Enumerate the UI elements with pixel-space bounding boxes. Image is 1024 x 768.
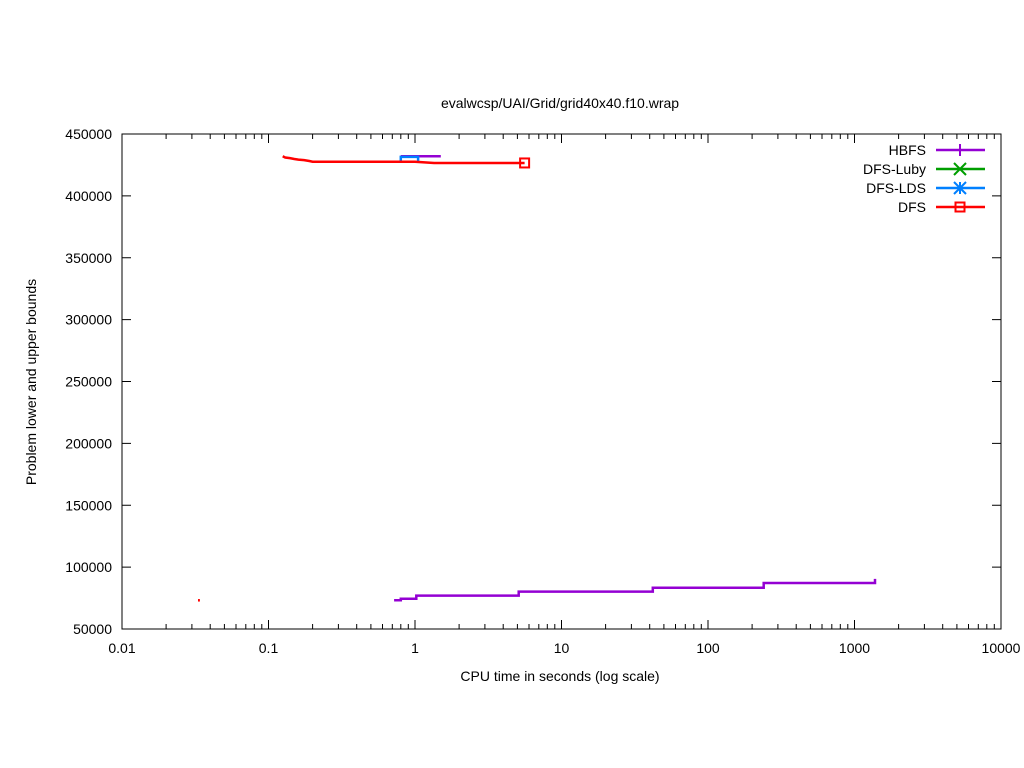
series-line-hbfs bbox=[394, 578, 877, 602]
legend: HBFS DFS-Luby DFS-LDS DFS bbox=[863, 142, 985, 215]
y-tick-label: 100000 bbox=[65, 559, 112, 575]
legend-label-dfs-lds: DFS-LDS bbox=[866, 180, 926, 196]
plot-area bbox=[198, 155, 877, 602]
marker-stroke bbox=[953, 181, 967, 195]
x-tick-label: 10 bbox=[554, 640, 570, 656]
legend-marker-dfs-luby bbox=[953, 162, 967, 176]
x-tick-label: 10000 bbox=[982, 640, 1021, 656]
x-tick-label: 0.01 bbox=[108, 640, 135, 656]
y-tick-label: 250000 bbox=[65, 374, 112, 390]
x-tick-label: 0.1 bbox=[259, 640, 279, 656]
legend-label-dfs-luby: DFS-Luby bbox=[863, 161, 926, 177]
legend-label-hbfs: HBFS bbox=[889, 142, 926, 158]
y-axis-label: Problem lower and upper bounds bbox=[23, 279, 39, 485]
legend-marker-hbfs bbox=[954, 144, 966, 156]
series-end-marker-dfs bbox=[519, 157, 531, 169]
y-axis: 50000 100000 150000 200000 250000 300000 35000… bbox=[65, 126, 1001, 637]
y-tick-label: 300000 bbox=[65, 312, 112, 328]
x-tick-label: 100 bbox=[696, 640, 720, 656]
x-tick-label: 1000 bbox=[839, 640, 870, 656]
y-tick-label: 150000 bbox=[65, 497, 112, 513]
y-tick-label: 450000 bbox=[65, 126, 112, 142]
marker-stroke bbox=[519, 157, 531, 169]
y-tick-label: 400000 bbox=[65, 188, 112, 204]
chart-title: evalwcsp/UAI/Grid/grid40x40.f10.wrap bbox=[441, 95, 679, 111]
y-tick-label: 200000 bbox=[65, 435, 112, 451]
series-line-dfs-lds bbox=[399, 155, 420, 163]
legend-marker-dfs bbox=[954, 201, 966, 213]
x-axis-label: CPU time in seconds (log scale) bbox=[460, 668, 659, 684]
legend-label-dfs: DFS bbox=[898, 199, 926, 215]
legend-marker-dfs-lds bbox=[953, 181, 967, 195]
x-tick-label: 1 bbox=[411, 640, 419, 656]
series-line-dfs bbox=[282, 155, 525, 165]
marker-stroke bbox=[954, 201, 966, 213]
y-tick-label: 350000 bbox=[65, 250, 112, 266]
y-tick-label: 50000 bbox=[73, 621, 112, 637]
x-axis: 0.01 0.1 1 10 100 1000 10000 bbox=[108, 134, 1021, 656]
marker-stroke bbox=[953, 162, 967, 176]
